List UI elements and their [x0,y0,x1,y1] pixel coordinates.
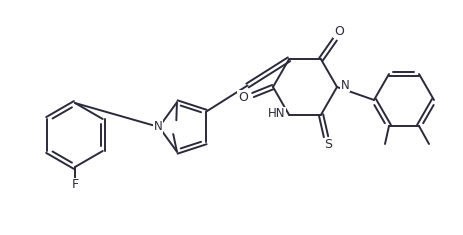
Text: S: S [324,138,332,151]
Text: F: F [71,179,79,192]
Text: O: O [334,25,344,38]
Text: HN: HN [268,107,286,120]
Text: N: N [154,121,163,133]
Text: O: O [238,90,248,103]
Text: N: N [341,78,350,91]
